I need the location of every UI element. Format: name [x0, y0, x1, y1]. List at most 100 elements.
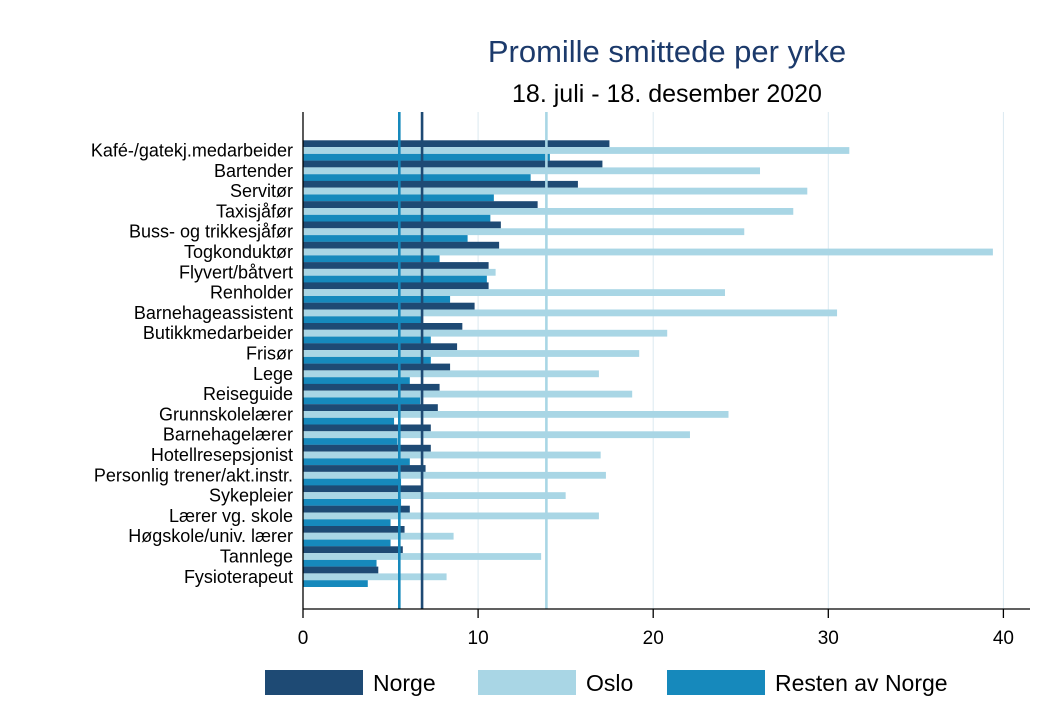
- bar-oslo-renholder: [303, 289, 725, 296]
- chart-title: Promille smittede per yrke: [488, 34, 846, 69]
- bar-resten-av-norge-sykepleier: [303, 499, 402, 506]
- category-label: Lege: [253, 364, 293, 384]
- gridlines: [477, 112, 1004, 609]
- category-label: Reiseguide: [203, 384, 293, 404]
- bar-oslo-l-rer-vg-skole: [303, 512, 599, 520]
- bar-group-bartender: [303, 160, 761, 181]
- bar-oslo-reiseguide: [303, 390, 633, 398]
- category-label: Togkonduktør: [184, 242, 293, 262]
- bar-oslo-sykepleier: [303, 492, 566, 499]
- bar-resten-av-norge-barnehageassistent: [303, 316, 423, 324]
- bar-group-hotellresepsjonist: [303, 444, 601, 466]
- x-tick-label: 40: [993, 628, 1014, 649]
- bar-group-lege: [303, 363, 599, 384]
- bar-norge-butikkmedarbeider: [303, 323, 463, 330]
- bar-norge-servit-r: [303, 180, 578, 188]
- bar-resten-av-norge-l-rer-vg-skole: [303, 519, 391, 527]
- bar-resten-av-norge-barnehagel-rer: [303, 438, 398, 445]
- bar-group-h-gskole-univ-l-rer: [303, 526, 454, 547]
- bar-norge-h-gskole-univ-l-rer: [303, 526, 405, 533]
- bar-resten-av-norge-taxisjaf-r: [303, 214, 491, 222]
- x-tick-label: 0: [298, 628, 309, 649]
- bar-group-butikkmedarbeider: [303, 323, 668, 344]
- bar-group-togkondukt-r: [303, 241, 993, 263]
- bar-resten-av-norge-grunnskolel-rer: [303, 417, 395, 425]
- bar-norge-buss-og-trikkesjaf-r: [303, 221, 501, 229]
- bar-group-l-rer-vg-skole: [303, 505, 599, 527]
- bar-norge-tannlege: [303, 546, 403, 554]
- category-label: Tannlege: [220, 547, 293, 567]
- bar-oslo-hotellresepsjonist: [303, 451, 601, 459]
- legend-swatch-norge: [265, 670, 363, 695]
- bar-group-grunnskolel-rer: [303, 404, 729, 425]
- category-labels: Kafé-/gatekj.medarbeiderBartenderServitø…: [91, 141, 293, 587]
- bar-group-buss-og-trikkesjaf-r: [303, 221, 745, 242]
- bar-group-sykepleier: [303, 485, 566, 506]
- category-label: Lærer vg. skole: [169, 506, 293, 526]
- category-label: Frisør: [246, 344, 293, 364]
- category-label: Flyvert/båtvert: [179, 262, 293, 282]
- bar-oslo-togkondukt-r: [303, 248, 993, 256]
- category-label: Butikkmedarbeider: [143, 323, 293, 343]
- bar-group-servit-r: [303, 180, 808, 202]
- bar-norge-personlig-trener-akt-instr: [303, 465, 426, 472]
- bar-resten-av-norge-buss-og-trikkesjaf-r: [303, 235, 468, 242]
- category-label: Barnehagelærer: [163, 425, 293, 445]
- bar-oslo-h-gskole-univ-l-rer: [303, 532, 454, 540]
- bar-resten-av-norge-reiseguide: [303, 397, 421, 405]
- bar-norge-taxisjaf-r: [303, 201, 538, 208]
- bar-group-kafe-gatekj-medarbeider: [303, 140, 850, 161]
- bar-resten-av-norge-lege: [303, 377, 410, 384]
- bar-norge-fris-r: [303, 343, 458, 351]
- bar-oslo-servit-r: [303, 187, 808, 195]
- bar-oslo-barnehageassistent: [303, 309, 838, 317]
- bar-resten-av-norge-personlig-trener-akt-instr: [303, 478, 402, 486]
- x-tick-label: 30: [818, 628, 839, 649]
- category-label: Fysioterapeut: [184, 567, 293, 587]
- bars: [303, 140, 993, 587]
- bar-norge-hotellresepsjonist: [303, 444, 431, 452]
- bar-norge-barnehagel-rer: [303, 424, 431, 432]
- bar-oslo-fysioterapeut: [303, 573, 447, 581]
- category-label: Kafé-/gatekj.medarbeider: [91, 141, 293, 161]
- category-label: Taxisjåfør: [216, 201, 293, 221]
- bar-resten-av-norge-kafe-gatekj-medarbeider: [303, 153, 550, 161]
- bar-oslo-grunnskolel-rer: [303, 411, 729, 418]
- bar-norge-barnehageassistent: [303, 302, 475, 310]
- bar-resten-av-norge-tannlege: [303, 559, 377, 567]
- category-label: Høgskole/univ. lærer: [128, 526, 293, 546]
- bar-group-taxisjaf-r: [303, 201, 794, 222]
- reference-lines: [398, 112, 548, 609]
- legend-swatch-oslo: [478, 670, 576, 695]
- bar-norge-bartender: [303, 160, 603, 168]
- category-label: Sykepleier: [209, 486, 293, 506]
- bar-norge-l-rer-vg-skole: [303, 505, 410, 513]
- bar-group-reiseguide: [303, 383, 633, 405]
- bar-norge-reiseguide: [303, 383, 440, 391]
- chart-subtitle: 18. juli - 18. desember 2020: [512, 80, 822, 108]
- bar-oslo-butikkmedarbeider: [303, 329, 668, 337]
- bar-resten-av-norge-togkondukt-r: [303, 255, 440, 263]
- bar-norge-togkondukt-r: [303, 241, 500, 249]
- legend-swatch-resten-av-norge: [667, 670, 765, 695]
- bar-oslo-buss-og-trikkesjaf-r: [303, 228, 745, 236]
- bar-oslo-lege: [303, 370, 599, 378]
- category-label: Barnehageassistent: [134, 303, 293, 323]
- bar-resten-av-norge-h-gskole-univ-l-rer: [303, 539, 391, 547]
- bar-resten-av-norge-bartender: [303, 174, 531, 181]
- bar-group-personlig-trener-akt-instr: [303, 465, 606, 486]
- bar-norge-flyvert-batvert: [303, 262, 489, 269]
- bar-resten-av-norge-fris-r: [303, 356, 431, 364]
- bar-norge-fysioterapeut: [303, 566, 379, 574]
- x-axis: 0 10 20 30 40: [298, 112, 1030, 649]
- bar-norge-kafe-gatekj-medarbeider: [303, 140, 610, 148]
- legend-label-norge: Norge: [373, 670, 436, 696]
- bar-group-fris-r: [303, 343, 640, 364]
- bar-group-barnehageassistent: [303, 302, 838, 324]
- bar-norge-grunnskolel-rer: [303, 404, 438, 411]
- legend: Norge Oslo Resten av Norge: [265, 670, 948, 696]
- category-label: Grunnskolelærer: [159, 404, 293, 424]
- bar-resten-av-norge-hotellresepsjonist: [303, 458, 410, 466]
- category-label: Renholder: [210, 283, 293, 303]
- category-label: Buss- og trikkesjåfør: [129, 222, 293, 242]
